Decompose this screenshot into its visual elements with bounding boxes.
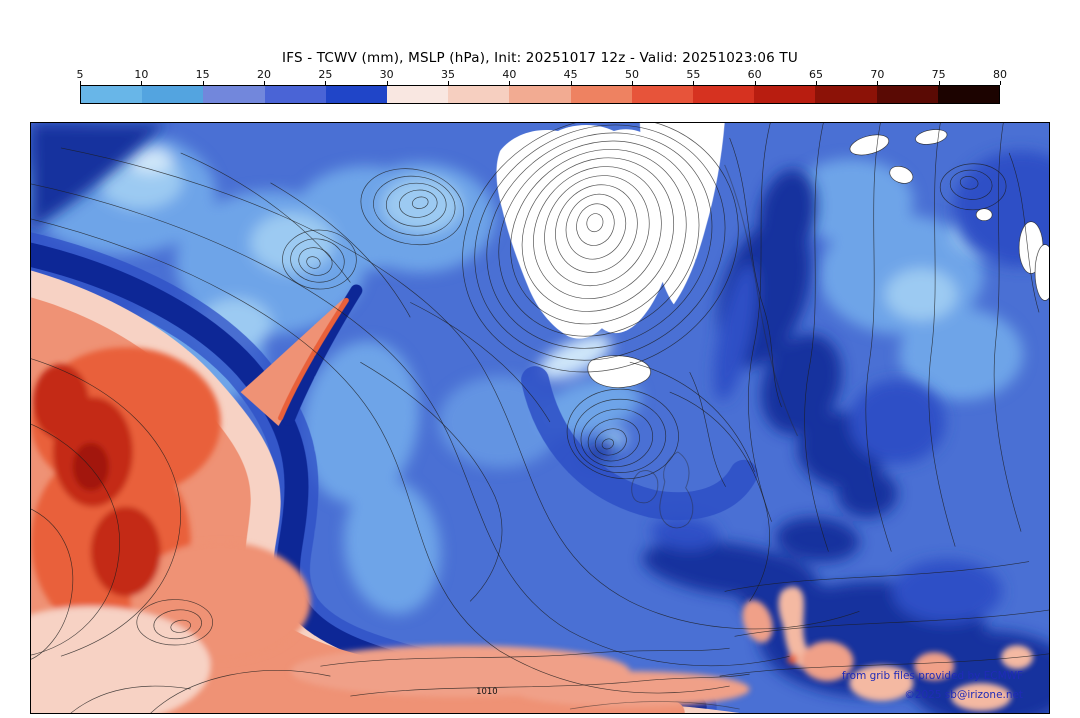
colorbar-segment [81,86,143,103]
forecast-map: 1010 from grib files provided by ECMWF ©… [30,122,1050,714]
colorbar-swatches [80,85,1000,104]
chart-title: IFS - TCWV (mm), MSLP (hPa), Init: 20251… [282,50,798,66]
colorbar-tick-label: 15 [195,68,210,81]
weather-map-graphic: 1010 from grib files provided by ECMWF ©… [31,123,1049,713]
colorbar-tick-label: 65 [809,68,823,81]
mediterranean-pink-patches [742,586,1034,712]
map-credit-line2: ©2025 sb@irizone.net [904,689,1023,701]
colorbar-tick-label: 35 [441,68,455,81]
colorbar-segment [325,86,388,103]
contour-rings [136,123,1007,646]
colorbar-segment [387,86,449,103]
colorbar-tick-label: 80 [993,68,1007,81]
colorbar-segment [570,86,632,103]
colorbar-segment [693,86,755,103]
colorbar-segment [815,86,877,103]
colorbar-tick-label: 30 [379,68,394,81]
colorbar-segment [754,86,816,103]
colorbar-segment [264,86,326,103]
colorbar-segment [203,86,265,103]
colorbar-tick-label: 40 [502,68,517,81]
colorbar-segment [142,86,204,103]
colorbar-tick-label: 70 [870,68,885,81]
atlantic-low-moisture-band [521,366,758,521]
colorbar-segment [937,86,1000,103]
colorbar-tick-label: 25 [318,68,333,81]
colorbar-ticks: 5 10 15 20 25 30 35 40 45 50 55 60 65 70 75 80 [76,68,1008,81]
great-britain-coast [659,451,694,529]
tcwv-moist-region [31,270,750,713]
colorbar-tick-label: 20 [257,68,271,81]
colorbar-segment [509,86,571,103]
colorbar-tick-label: 55 [686,68,701,81]
ireland-coast [631,470,659,504]
colorbar-tick-label: 10 [134,68,149,81]
colorbar-segment [876,86,938,103]
colorbar: 5 10 15 20 25 30 35 40 45 50 55 60 65 70 75 80 [76,68,1008,104]
italy-patch [778,586,811,669]
colorbar-segment [631,86,694,103]
colorbar-tick-label: 5 [76,68,84,81]
colorbar-tick-label: 45 [563,68,578,81]
colorbar-segment [448,86,510,103]
isobar-contours [31,123,1049,713]
colorbar-tick-label: 60 [747,68,762,81]
colorbar-tickmarks [80,81,1001,85]
colorbar-tick-label: 50 [625,68,639,81]
greenland-sea-white [639,123,725,305]
map-credit-line1: from grib files provided by ECMWF [842,670,1023,682]
tcwv-light-patches [31,130,1024,615]
isobar-label: 1010 [476,686,498,696]
colorbar-tick-label: 75 [931,68,946,81]
